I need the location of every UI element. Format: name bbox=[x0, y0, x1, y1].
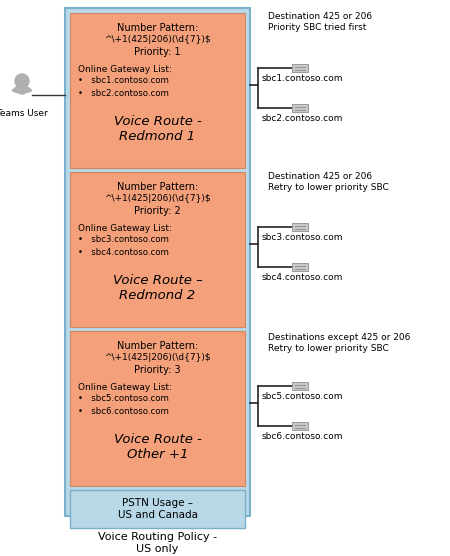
Text: •   sbc6.contoso.com: • sbc6.contoso.com bbox=[78, 407, 169, 416]
Text: •   sbc5.contoso.com: • sbc5.contoso.com bbox=[78, 394, 169, 403]
Text: Redmond 1: Redmond 1 bbox=[119, 130, 196, 143]
Text: Teams User: Teams User bbox=[0, 109, 48, 118]
Text: Voice Routing Policy -: Voice Routing Policy - bbox=[98, 532, 217, 542]
Text: ^\+1(425|206)(\d{7})$: ^\+1(425|206)(\d{7})$ bbox=[104, 194, 211, 203]
Text: Retry to lower priority SBC: Retry to lower priority SBC bbox=[268, 183, 389, 192]
Text: Voice Route -: Voice Route - bbox=[113, 433, 202, 446]
Text: Online Gateway List:: Online Gateway List: bbox=[78, 224, 172, 233]
Text: sbc3.contoso.com: sbc3.contoso.com bbox=[262, 233, 343, 242]
Text: •   sbc4.contoso.com: • sbc4.contoso.com bbox=[78, 248, 169, 257]
Text: sbc2.contoso.com: sbc2.contoso.com bbox=[262, 114, 343, 123]
Text: Redmond 2: Redmond 2 bbox=[119, 289, 196, 302]
Circle shape bbox=[15, 74, 29, 88]
Text: ^\+1(425|206)(\d{7})$: ^\+1(425|206)(\d{7})$ bbox=[104, 35, 211, 44]
Text: PSTN Usage –: PSTN Usage – bbox=[122, 498, 193, 508]
Text: Priority: 3: Priority: 3 bbox=[134, 365, 181, 375]
Text: Voice Route -: Voice Route - bbox=[113, 115, 202, 128]
FancyBboxPatch shape bbox=[292, 382, 308, 390]
Text: sbc1.contoso.com: sbc1.contoso.com bbox=[262, 74, 343, 83]
Text: Number Pattern:: Number Pattern: bbox=[117, 341, 198, 351]
FancyBboxPatch shape bbox=[70, 13, 245, 168]
Text: Destinations except 425 or 206: Destinations except 425 or 206 bbox=[268, 333, 410, 342]
FancyBboxPatch shape bbox=[292, 104, 308, 112]
Text: sbc6.contoso.com: sbc6.contoso.com bbox=[262, 432, 343, 441]
Text: •   sbc2.contoso.com: • sbc2.contoso.com bbox=[78, 89, 169, 98]
FancyBboxPatch shape bbox=[70, 172, 245, 327]
Text: Number Pattern:: Number Pattern: bbox=[117, 182, 198, 192]
Text: Online Gateway List:: Online Gateway List: bbox=[78, 383, 172, 392]
FancyBboxPatch shape bbox=[292, 263, 308, 271]
Text: Priority SBC tried first: Priority SBC tried first bbox=[268, 23, 366, 32]
Text: Other +1: Other +1 bbox=[127, 448, 188, 461]
Text: Retry to lower priority SBC: Retry to lower priority SBC bbox=[268, 344, 389, 353]
FancyBboxPatch shape bbox=[65, 8, 250, 516]
Text: sbc5.contoso.com: sbc5.contoso.com bbox=[262, 392, 343, 401]
Text: •   sbc3.contoso.com: • sbc3.contoso.com bbox=[78, 235, 169, 244]
Text: Destination 425 or 206: Destination 425 or 206 bbox=[268, 172, 372, 181]
Text: Voice Route –: Voice Route – bbox=[112, 274, 202, 287]
FancyBboxPatch shape bbox=[292, 223, 308, 231]
Text: Priority: 2: Priority: 2 bbox=[134, 206, 181, 216]
Text: US and Canada: US and Canada bbox=[117, 510, 198, 520]
Text: Destination 425 or 206: Destination 425 or 206 bbox=[268, 12, 372, 21]
FancyBboxPatch shape bbox=[70, 331, 245, 486]
Text: ^\+1(425|206)(\d{7})$: ^\+1(425|206)(\d{7})$ bbox=[104, 353, 211, 362]
Text: US only: US only bbox=[136, 544, 179, 554]
Text: Online Gateway List:: Online Gateway List: bbox=[78, 65, 172, 74]
FancyBboxPatch shape bbox=[292, 64, 308, 72]
FancyBboxPatch shape bbox=[292, 422, 308, 430]
Text: Number Pattern:: Number Pattern: bbox=[117, 23, 198, 33]
FancyBboxPatch shape bbox=[70, 490, 245, 528]
Text: sbc4.contoso.com: sbc4.contoso.com bbox=[262, 273, 343, 282]
Text: Priority: 1: Priority: 1 bbox=[134, 47, 181, 57]
Wedge shape bbox=[13, 85, 32, 95]
Text: •   sbc1.contoso.com: • sbc1.contoso.com bbox=[78, 76, 169, 85]
